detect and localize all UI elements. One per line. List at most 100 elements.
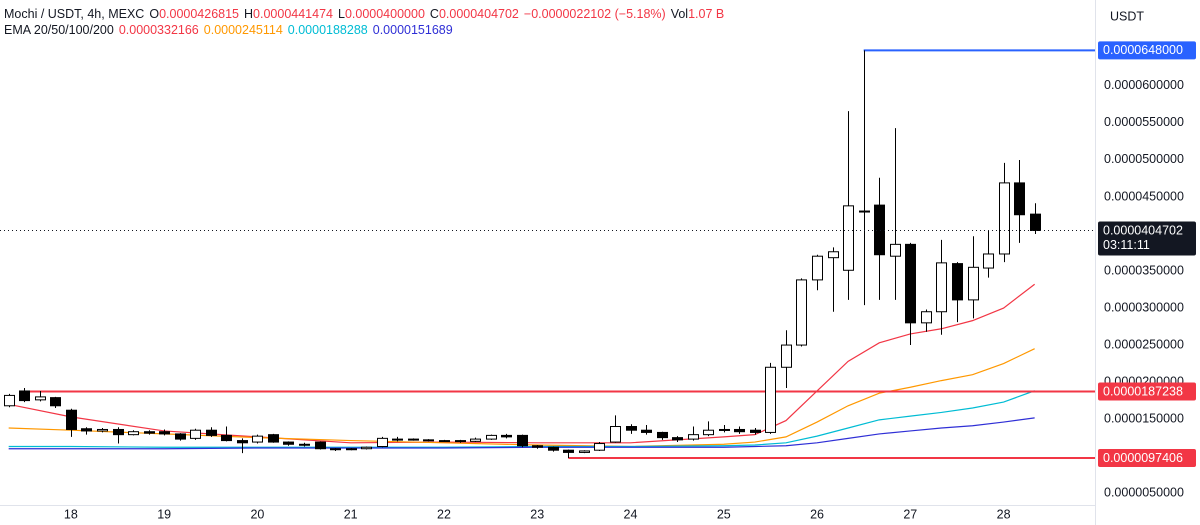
ohlc-value: 0.0000400000 [345,7,425,21]
x-tick-label: 22 [437,507,451,521]
ohlc-label: C [430,7,439,21]
price-label: 0.0000187238 [1103,384,1183,398]
candle-body [486,434,497,440]
x-tick-label: 19 [157,507,171,521]
candle-body [532,445,543,448]
candle-body [159,431,170,435]
candle-body [97,428,108,432]
y-tick-label: 0.0000150000 [1104,411,1184,425]
candle-body [4,394,15,407]
countdown-label: 03:11:11 [1103,238,1150,252]
candle-body [439,440,450,443]
candle-body [657,431,668,439]
candle-body [81,428,92,432]
candle-body [268,434,279,443]
candle-body [688,434,699,440]
price-label: 0.0000648000 [1103,43,1183,57]
candle-body [983,253,994,269]
candle-body [952,263,963,301]
candle-body [641,429,652,433]
y-tick-label: 0.0000300000 [1104,300,1184,314]
ohlc-value: 0.0000404702 [439,7,519,21]
x-tick-label: 23 [530,507,544,521]
ema-legend: EMA 20/50/100/200 0.0000332166 0.000024511… [4,23,453,37]
x-tick-label: 27 [903,507,917,521]
y-tick-label: 0.0000550000 [1104,115,1184,129]
candle-body [408,438,419,441]
candle-body [968,266,979,301]
candle-body [175,433,186,440]
candle-body [921,311,932,324]
candle-body [563,449,574,453]
x-tick-label: 28 [997,507,1011,521]
symbol-title: Mochi / USDT, 4h, MEXC [4,7,144,21]
candle-body [750,429,761,433]
x-tick-label: 20 [250,507,264,521]
ohlc-label: L [338,7,345,21]
y-tick-label: 0.0000500000 [1104,152,1184,166]
candle-body [392,438,403,441]
candle-body [252,435,263,443]
ema-value: 0.0000332166 [119,23,199,37]
x-tick-label: 25 [717,507,731,521]
candle-body [843,205,854,271]
candle-body [128,431,139,436]
candle-body [626,426,637,431]
ohlc-label: H [244,7,253,21]
candle-body [346,448,357,451]
candle-body [190,429,201,439]
candle-body [283,441,294,445]
candle-body [517,434,528,447]
candle-body [237,440,248,444]
ema-label: EMA 20/50/100/200 [4,23,114,37]
candle-body [610,426,621,443]
current-price-box [1098,221,1196,256]
candle-body [330,448,341,451]
header-line: Mochi / USDT, 4h, MEXC O0.0000426815 H0.00… [4,7,724,21]
candle-body [361,446,372,450]
candle-body [734,428,745,433]
ohlc-value: 0.0000441474 [253,7,333,21]
candle-body [672,437,683,441]
candle-body [874,204,885,256]
y-tick-label: 0.0000250000 [1104,337,1184,351]
price-label: 0.0000097406 [1103,451,1183,465]
candle-body [812,255,823,281]
candle-body [19,390,30,402]
candle-body [377,437,388,448]
candle-body [579,450,590,453]
price-label-box [1098,41,1196,60]
candle-body [548,446,559,451]
candle-body [859,210,870,213]
y-tick-label: 0.0000050000 [1104,485,1184,499]
candle-body [35,396,46,401]
candle-body [455,440,466,443]
candle-body [221,434,232,442]
candle-body [470,438,481,442]
ema-line [8,390,1035,448]
candle-body [905,243,916,324]
candle-body [206,429,217,436]
ema-line [8,417,1035,450]
price-label-box [1098,382,1196,401]
x-tick-label: 18 [64,507,78,521]
candle-body [703,429,714,436]
ohlc-value: 0.0000426815 [159,7,239,21]
ema-value: 0.0000151689 [373,23,453,37]
candle-body [594,443,605,451]
change-value: −0.0000022102 (−5.18%) [524,7,666,21]
candle-body [765,366,776,433]
ema-value: 0.0000245114 [204,23,283,37]
candle-body [890,243,901,257]
price-label-box [1098,449,1196,468]
currency-label: USDT [1110,9,1144,23]
candle-body [828,251,839,259]
ohlc-label: O [149,7,159,21]
candle-body [781,344,792,368]
candle-body [796,279,807,346]
candle-body [936,262,947,313]
candle-body [66,409,77,430]
candle-body [144,431,155,434]
volume-value: 1.07 B [688,7,724,21]
